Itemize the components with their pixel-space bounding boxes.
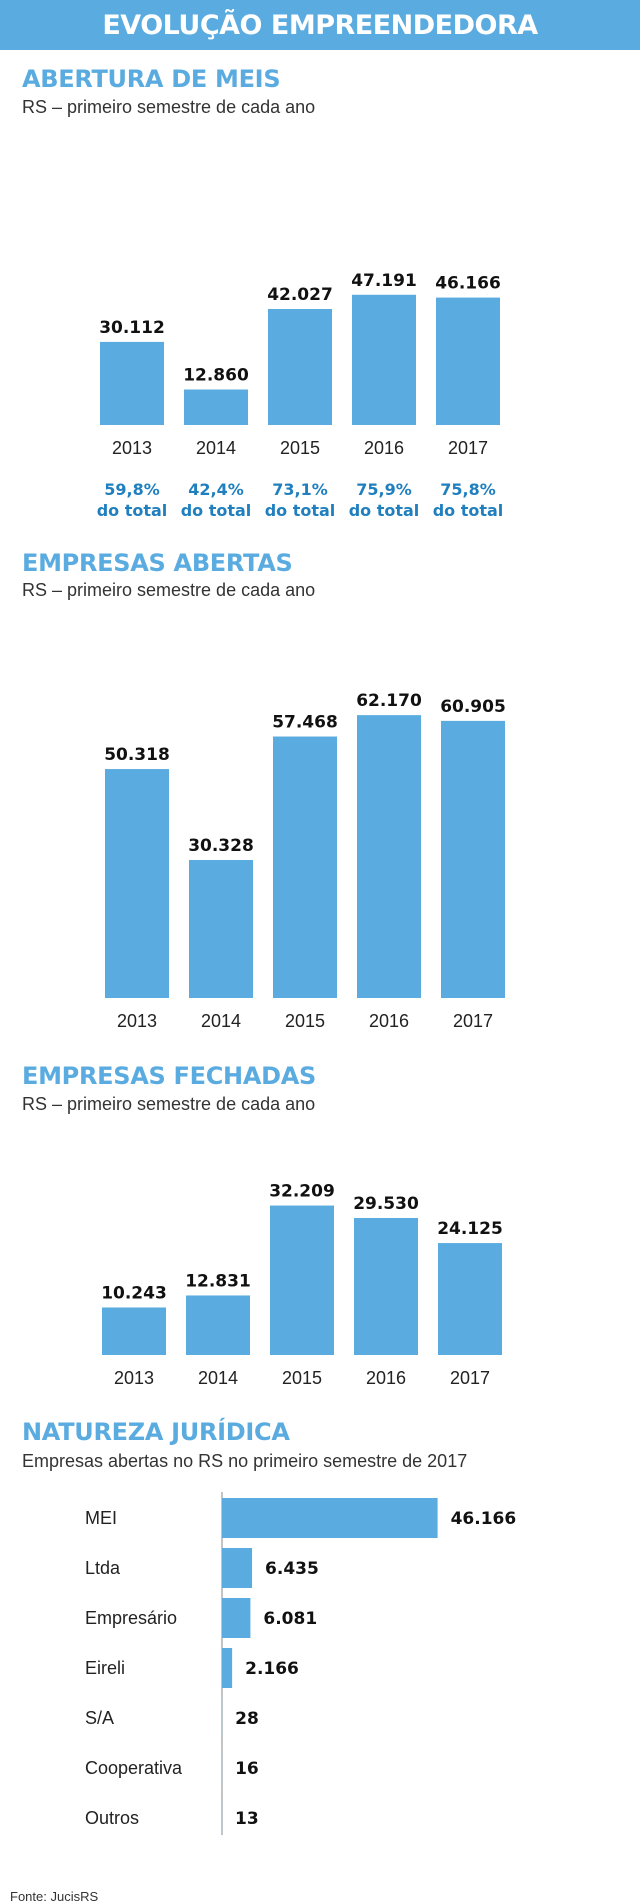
fechadas-chart-title: EMPRESAS FECHADAS [22,1062,316,1090]
source-note: Fonte: JucisRS [10,1889,98,1904]
x-tick-label: 2016 [366,1368,406,1388]
natureza-chart-subtitle: Empresas abertas no RS no primeiro semes… [22,1451,467,1472]
category-label: Cooperativa [85,1758,183,1778]
x-tick-label: 2014 [196,438,236,458]
value-label: 30.112 [99,318,165,338]
value-label: 24.125 [437,1219,503,1239]
bar [186,1295,250,1355]
share-total-label: do total [349,501,420,520]
natureza-chart-title: NATUREZA JURÍDICA [22,1418,290,1446]
share-total-label: do total [97,501,168,520]
share-percent-label: 73,1% [272,480,328,499]
bar [352,295,416,425]
page-title: EVOLUÇÃO EMPREENDEDORA [102,10,537,41]
bar [270,1206,334,1355]
x-tick-label: 2014 [201,1011,241,1031]
bar [102,1307,166,1355]
x-tick-label: 2015 [282,1368,322,1388]
value-label: 12.860 [183,366,249,386]
fechadas-chart-subtitle: RS – primeiro semestre de cada ano [22,1094,315,1115]
value-label: 28 [235,1709,259,1729]
category-label: S/A [85,1708,114,1728]
share-total-label: do total [181,501,252,520]
bar [268,309,332,425]
value-label: 46.166 [435,274,501,294]
value-label: 6.435 [265,1559,319,1579]
x-tick-label: 2013 [112,438,152,458]
bar [222,1648,232,1688]
header-banner: EVOLUÇÃO EMPREENDEDORA [0,0,640,50]
value-label: 29.530 [353,1194,419,1214]
bar [222,1498,438,1538]
value-label: 50.318 [104,745,170,765]
bar [184,390,248,425]
category-label: Empresário [85,1608,177,1628]
value-label: 13 [235,1809,259,1829]
x-tick-label: 2017 [450,1368,490,1388]
bar [438,1243,502,1355]
value-label: 32.209 [269,1182,335,1202]
value-label: 57.468 [272,713,338,733]
bar [436,298,500,425]
x-tick-label: 2017 [453,1011,493,1031]
category-label: Outros [85,1808,139,1828]
fechadas-bar-chart: 10.243 2013 12.831 2014 32.209 2015 29.530 2016… [0,1140,640,1400]
value-label: 2.166 [245,1659,299,1679]
bar [189,860,253,998]
meis-chart-title: ABERTURA DE MEIS [22,65,280,93]
value-label: 12.831 [185,1271,251,1291]
bar [222,1548,252,1588]
abertas-chart-title: EMPRESAS ABERTAS [22,549,292,577]
x-tick-label: 2016 [369,1011,409,1031]
abertas-chart-subtitle: RS – primeiro semestre de cada ano [22,580,315,601]
x-tick-label: 2013 [114,1368,154,1388]
value-label: 60.905 [440,697,506,717]
share-percent-label: 59,8% [104,480,160,499]
category-label: Ltda [85,1558,121,1578]
bar [105,769,169,998]
x-tick-label: 2013 [117,1011,157,1031]
category-label: Eireli [85,1658,125,1678]
bar [222,1598,250,1638]
category-label: MEI [85,1508,117,1528]
bar [273,737,337,998]
abertas-bar-chart: 50.318 2013 30.328 2014 57.468 2015 62.170 2016… [0,620,640,1040]
value-label: 16 [235,1759,259,1779]
x-tick-label: 2015 [285,1011,325,1031]
x-tick-label: 2015 [280,438,320,458]
x-tick-label: 2014 [198,1368,238,1388]
x-tick-label: 2016 [364,438,404,458]
bar [100,342,164,425]
value-label: 62.170 [356,691,422,711]
value-label: 10.243 [101,1283,167,1303]
share-percent-label: 75,9% [356,480,412,499]
value-label: 46.166 [451,1509,517,1529]
value-label: 6.081 [263,1609,317,1629]
share-total-label: do total [265,501,336,520]
meis-chart-subtitle: RS – primeiro semestre de cada ano [22,97,315,118]
bar [357,715,421,998]
share-percent-label: 42,4% [188,480,244,499]
x-tick-label: 2017 [448,438,488,458]
share-total-label: do total [433,501,504,520]
value-label: 42.027 [267,285,333,305]
share-percent-label: 75,8% [440,480,496,499]
natureza-hbar-chart: MEI 46.166 Ltda 6.435 Empresário 6.081 Eireli 2… [0,1490,640,1850]
value-label: 47.191 [351,271,417,291]
meis-bar-chart: 30.112 2013 59,8% do total 12.860 2014 42,4% do… [0,130,640,530]
bar [354,1218,418,1355]
bar [441,721,505,998]
value-label: 30.328 [188,836,254,856]
